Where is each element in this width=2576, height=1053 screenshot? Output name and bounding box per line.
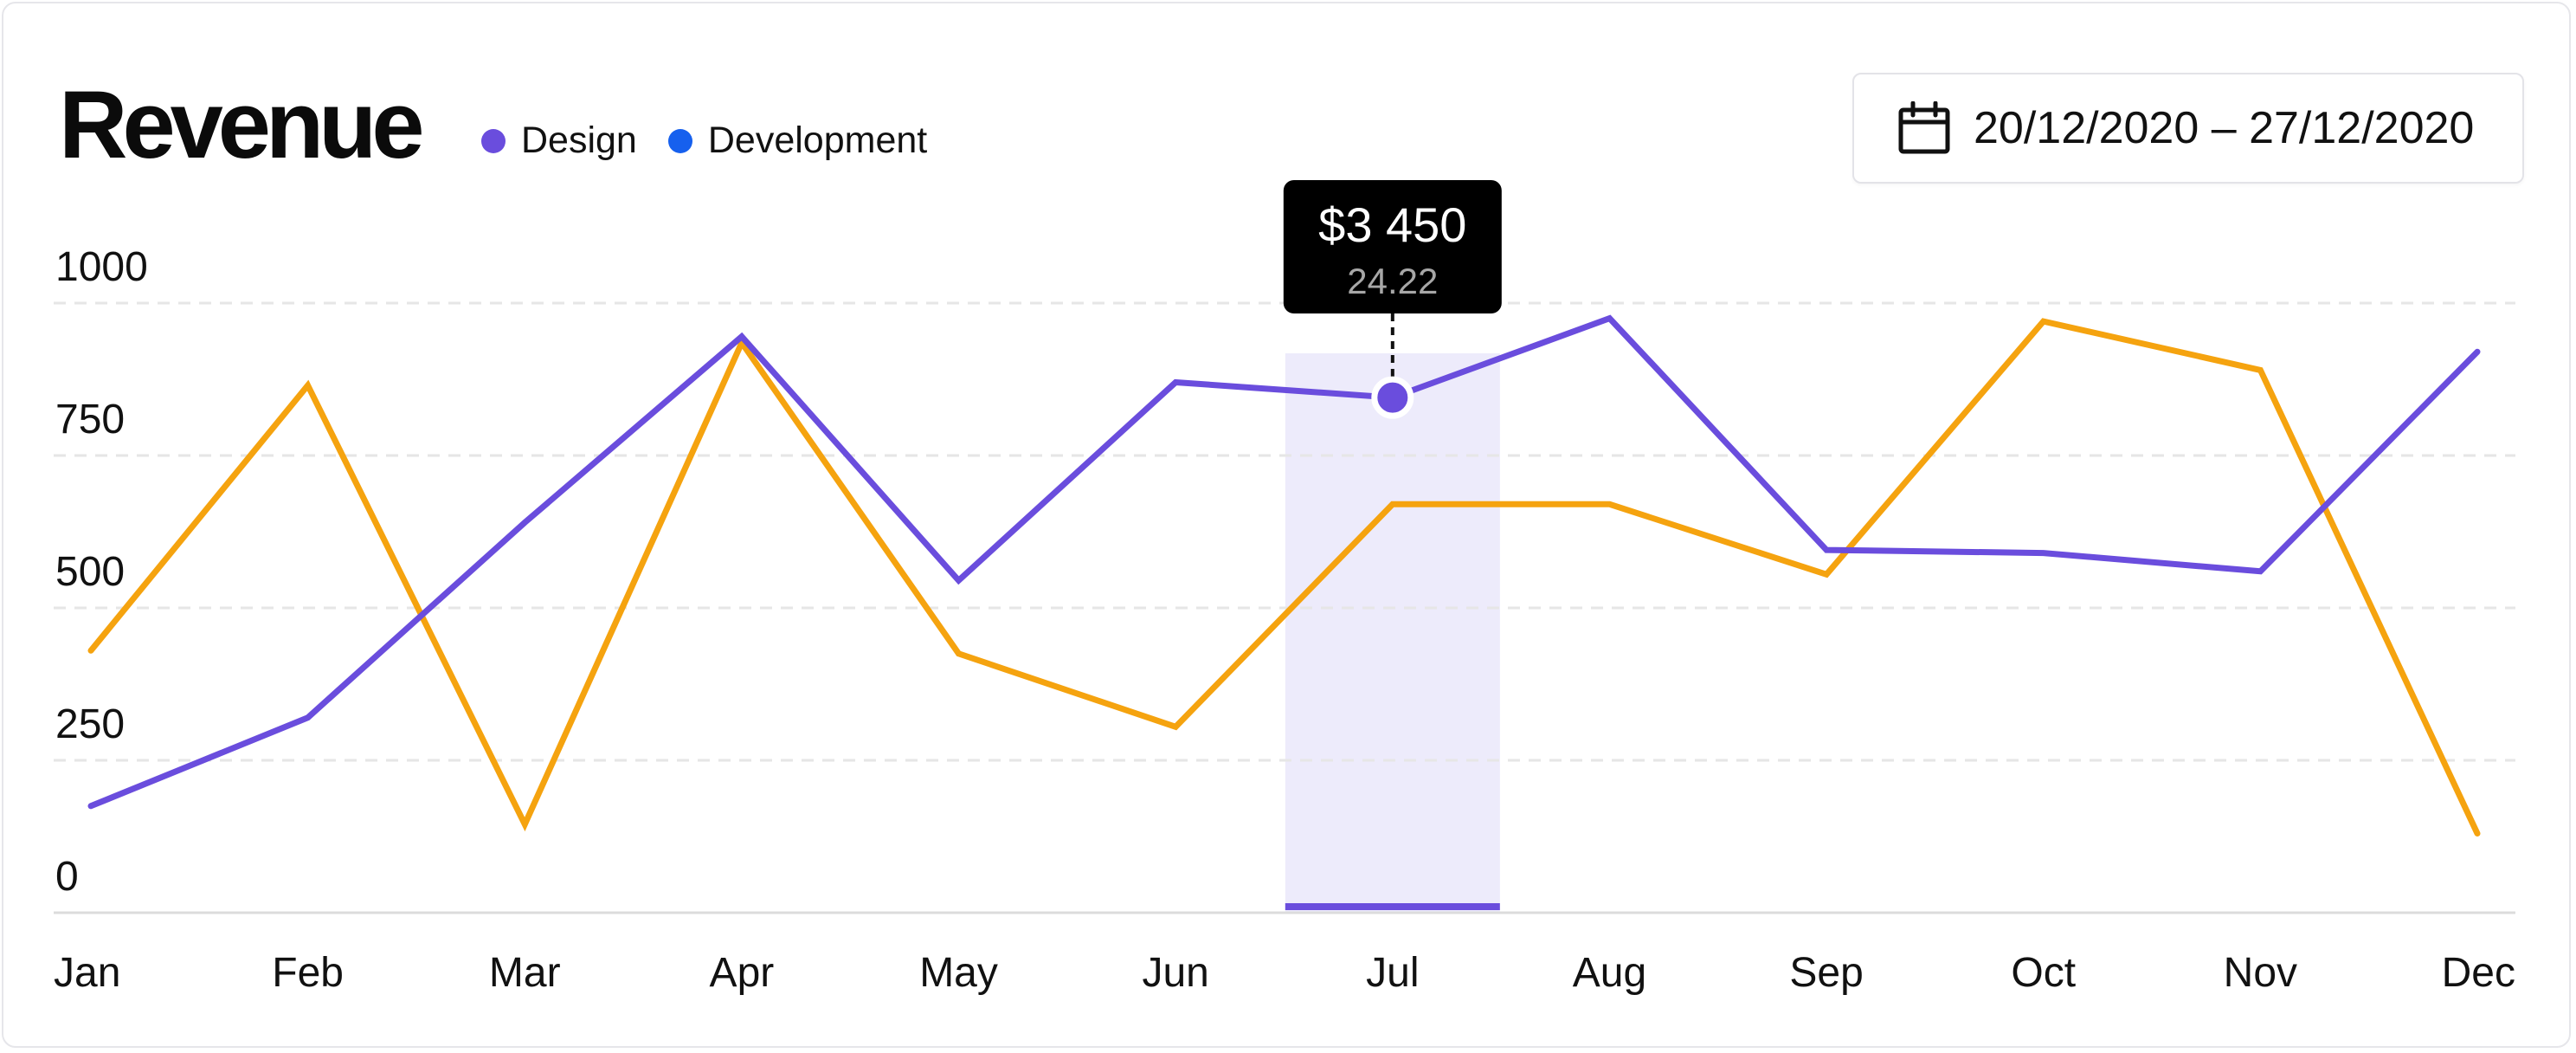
x-tick-label-oct: Oct — [2011, 950, 2076, 996]
y-tick-label-500: 500 — [55, 549, 125, 595]
x-tick-label-apr: Apr — [710, 950, 775, 996]
x-tick-label-jan: Jan — [54, 950, 120, 996]
legend: Design Development — [481, 120, 958, 162]
legend-dot-development — [667, 128, 692, 153]
tooltip-subvalue: 24.22 — [1347, 261, 1438, 301]
y-tick-label-1000: 1000 — [55, 244, 148, 290]
y-tick-label-750: 750 — [55, 397, 125, 443]
x-tick-label-aug: Aug — [1573, 950, 1646, 996]
highlight-band — [1285, 353, 1500, 913]
legend-item-development: Development — [667, 120, 928, 162]
x-tick-label-nov: Nov — [2224, 950, 2297, 996]
date-range-button[interactable]: 20/12/2020 – 27/12/2020 — [1852, 73, 2524, 184]
legend-dot-design — [481, 128, 506, 153]
highlight-point — [1371, 376, 1414, 419]
x-tick-label-dec: Dec — [2442, 950, 2515, 996]
date-range-text: 20/12/2020 – 27/12/2020 — [1974, 103, 2475, 153]
x-tick-label-jun: Jun — [1142, 950, 1208, 996]
x-tick-label-sep: Sep — [1789, 950, 1863, 996]
series-line-design — [87, 314, 2481, 810]
tooltip-value: $3 450 — [1318, 197, 1466, 252]
y-tick-label-0: 0 — [55, 854, 79, 900]
x-tick-label-mar: Mar — [489, 950, 561, 996]
series-line-series-2 — [87, 318, 2481, 837]
y-tick-label-250: 250 — [55, 701, 125, 747]
calendar-icon — [1897, 100, 1951, 155]
x-tick-label-feb: Feb — [272, 950, 344, 996]
legend-item-design: Design — [481, 120, 637, 162]
x-tick-label-may: May — [919, 950, 998, 996]
x-tick-label-jul: Jul — [1366, 950, 1419, 996]
tooltip — [1283, 180, 1502, 313]
legend-label-design: Design — [521, 120, 637, 161]
chart-title: Revenue — [59, 72, 425, 178]
legend-label-development: Development — [707, 120, 928, 161]
